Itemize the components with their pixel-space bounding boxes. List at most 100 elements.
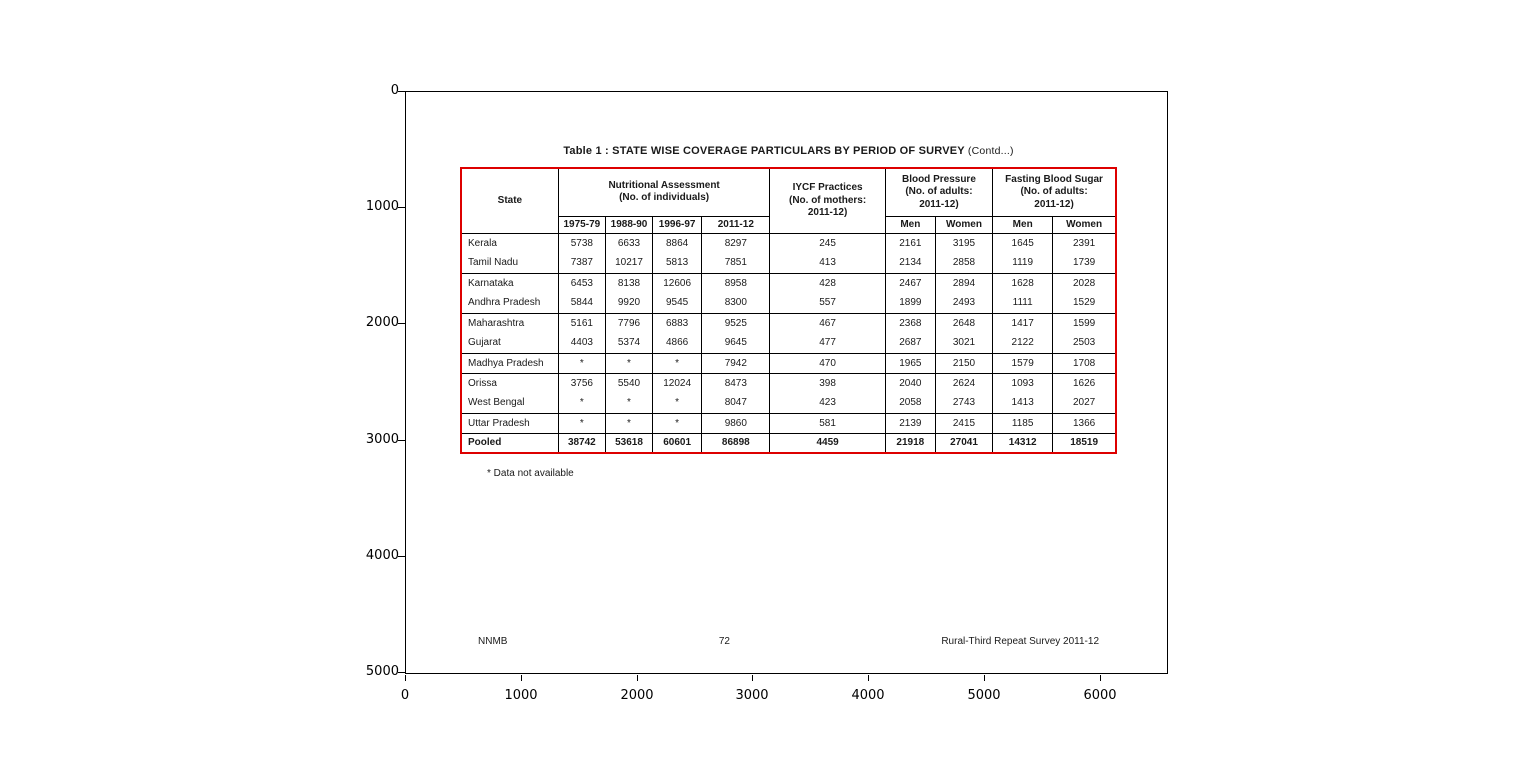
y-axis-tick-label: 3000: [365, 432, 399, 447]
header-line: 2011-12): [807, 207, 848, 218]
value-cell: 9525: [701, 313, 771, 333]
footer-survey-name: Rural-Third Repeat Survey 2011-12: [941, 636, 1099, 647]
value-cell: 2391: [1052, 233, 1117, 253]
state-cell: Orissa: [460, 373, 559, 393]
value-cell: 38742: [557, 433, 606, 453]
value-cell: 60601: [652, 433, 703, 453]
value-cell: 4459: [769, 433, 886, 453]
value-cell: 8864: [652, 233, 703, 253]
value-cell: 2624: [934, 373, 994, 393]
value-cell: 2743: [934, 393, 994, 414]
state-cell: Karnataka: [460, 273, 559, 293]
value-cell: 1645: [992, 233, 1054, 253]
value-cell: 2894: [934, 273, 994, 293]
value-cell: 18519: [1052, 433, 1117, 453]
value-cell: 1599: [1052, 313, 1117, 333]
x-axis-tick-label: 1000: [504, 688, 538, 703]
value-cell: 2122: [992, 333, 1054, 354]
value-cell: 10217: [604, 253, 654, 274]
state-cell: Uttar Pradesh: [460, 413, 559, 434]
value-cell: *: [557, 413, 606, 434]
value-cell: 4403: [557, 333, 606, 354]
value-cell: 423: [769, 393, 886, 414]
value-cell: *: [557, 393, 606, 414]
y-tick-mark: [398, 556, 405, 557]
value-cell: 5540: [604, 373, 654, 393]
value-cell: 2028: [1052, 273, 1117, 293]
header-line: Nutritional Assessment: [608, 179, 720, 191]
x-tick-mark: [752, 675, 753, 681]
header-line: Blood Pressure: [901, 173, 976, 185]
x-axis-tick-label: 4000: [851, 688, 885, 703]
table-body: Kerala 5738 6633 8864 8297 245 2161 3195 1645 239…: [460, 233, 1117, 453]
state-cell: Gujarat: [460, 333, 559, 354]
value-cell: 467: [769, 313, 886, 333]
value-cell: 470: [769, 353, 886, 374]
table-row: West Bengal * * * 8047 423 2058 2743 1413 2027: [460, 393, 1117, 414]
table-title: Table 1 : STATE WISE COVERAGE PARTICULAR…: [460, 145, 1117, 157]
value-cell: 428: [769, 273, 886, 293]
value-cell: 1626: [1052, 373, 1117, 393]
value-cell: 1111: [992, 293, 1054, 314]
table-row: Uttar Pradesh * * * 9860 581 2139 2415 1185 1366: [460, 413, 1117, 434]
value-cell: 9645: [701, 333, 771, 354]
value-cell: 8297: [701, 233, 771, 253]
x-tick-mark: [637, 675, 638, 681]
value-cell: 7387: [557, 253, 606, 274]
x-tick-mark: [1100, 675, 1101, 681]
page-footer: NNMB 72 Rural-Third Repeat Survey 2011-1…: [460, 636, 1117, 647]
value-cell: 1417: [992, 313, 1054, 333]
value-cell: 581: [769, 413, 886, 434]
year-column-header: 2011-12: [701, 216, 771, 234]
value-cell: 1529: [1052, 293, 1117, 314]
year-column-header: 1988-90: [604, 216, 654, 234]
nutritional-assessment-header: Nutritional Assessment (No. of individua…: [557, 168, 771, 217]
state-cell: Maharashtra: [460, 313, 559, 333]
iycf-practices-header: IYCF Practices (No. of mothers: 2011-12): [769, 168, 886, 234]
header-line: 2011-12): [919, 198, 959, 210]
fasting-blood-sugar-header: Fasting Blood Sugar (No. of adults: 2011…: [992, 168, 1117, 217]
state-cell: Tamil Nadu: [460, 253, 559, 274]
x-axis-tick-label: 3000: [735, 688, 769, 703]
value-cell: 477: [769, 333, 886, 354]
footnote: * Data not available: [487, 468, 574, 479]
value-cell: 9545: [652, 293, 703, 314]
value-cell: 2058: [884, 393, 936, 414]
footer-org: NNMB: [478, 636, 508, 647]
value-cell: 6883: [652, 313, 703, 333]
value-cell: 2493: [934, 293, 994, 314]
value-cell: 245: [769, 233, 886, 253]
value-cell: 5813: [652, 253, 703, 274]
y-axis-tick-label: 4000: [365, 548, 399, 563]
blood-pressure-header: Blood Pressure (No. of adults: 2011-12): [884, 168, 994, 217]
y-tick-mark: [398, 91, 405, 92]
value-cell: *: [604, 393, 654, 414]
value-cell: 1579: [992, 353, 1054, 374]
value-cell: 413: [769, 253, 886, 274]
table-row: Gujarat 4403 5374 4866 9645 477 2687 3021 2122 25…: [460, 333, 1117, 354]
header-line: (No. of adults:: [1020, 186, 1088, 197]
value-cell: 1628: [992, 273, 1054, 293]
table-row: Kerala 5738 6633 8864 8297 245 2161 3195 1645 239…: [460, 233, 1117, 253]
table-row: Tamil Nadu 7387 10217 5813 7851 413 2134 2858 11…: [460, 253, 1117, 274]
value-cell: 1708: [1052, 353, 1117, 374]
x-tick-mark: [868, 675, 869, 681]
value-cell: 27041: [934, 433, 994, 453]
value-cell: 2027: [1052, 393, 1117, 414]
value-cell: 5738: [557, 233, 606, 253]
value-cell: 1093: [992, 373, 1054, 393]
value-cell: 3021: [934, 333, 994, 354]
value-cell: 4866: [652, 333, 703, 354]
value-cell: *: [604, 413, 654, 434]
value-cell: 86898: [701, 433, 771, 453]
value-cell: 2503: [1052, 333, 1117, 354]
y-axis-tick-label: 5000: [365, 664, 399, 679]
value-cell: 398: [769, 373, 886, 393]
bp-women-column-header: Women: [934, 216, 994, 234]
y-tick-mark: [398, 672, 405, 673]
footer-page-number: 72: [718, 636, 730, 647]
y-tick-mark: [398, 440, 405, 441]
header-line: (No. of individuals): [619, 192, 710, 204]
header-line: IYCF Practices: [792, 182, 863, 193]
